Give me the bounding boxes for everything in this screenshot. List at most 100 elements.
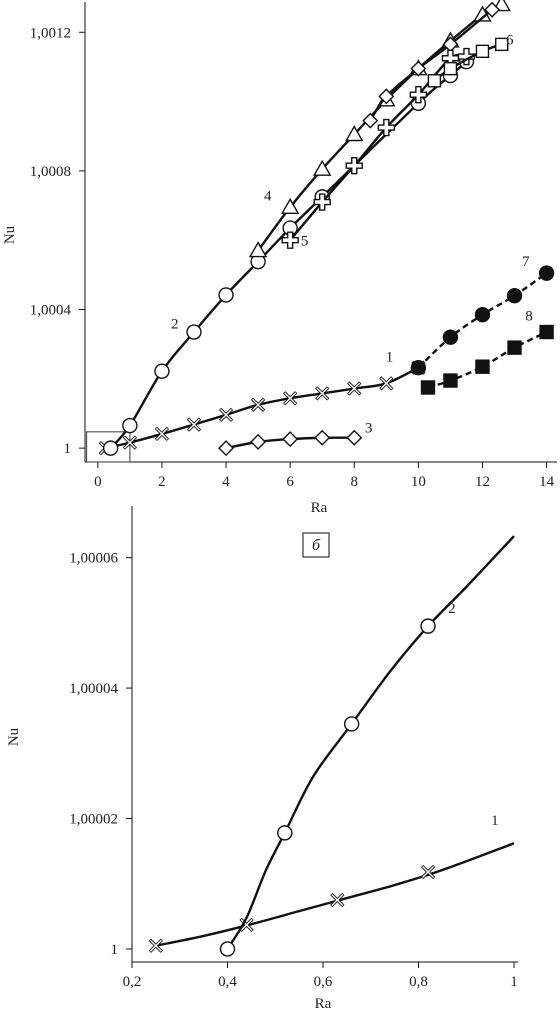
x-tick-label: 8 (351, 474, 359, 490)
curve-label: 3 (365, 421, 373, 437)
series-3-point (250, 433, 267, 450)
series-unlabeled-point-shape (410, 60, 427, 77)
series-3-point-shape (282, 431, 299, 448)
x-tick-label: 6 (286, 474, 294, 490)
x-tick-label: 1 (510, 974, 518, 990)
curve-label: 8 (525, 309, 533, 325)
series-3-group (218, 429, 363, 457)
series-3-point-shape (346, 429, 363, 446)
series-unlabeled-point (378, 88, 395, 105)
series-2-point-shape (420, 618, 436, 634)
y-tick-label: 1,00006 (69, 551, 118, 567)
series-7-point-shape (410, 360, 427, 376)
series-1-point-stroke-d (155, 427, 168, 440)
series-5-point-shape (313, 193, 331, 211)
series-8-point-shape (420, 380, 436, 395)
zoom-inset-box (86, 431, 131, 463)
series-1-point (218, 407, 234, 422)
series-1-point-stroke-d (284, 392, 297, 405)
series-8-point-shape (539, 324, 554, 340)
series-2-point-shape (122, 417, 138, 434)
series-6-point-shape (495, 37, 509, 52)
series-4-point-shape (280, 197, 300, 214)
series-2-point-shape (343, 716, 360, 732)
series-7-point (506, 287, 523, 304)
series-unlabeled-group (362, 1, 501, 129)
curve-label: 4 (264, 188, 272, 204)
series-5-point (313, 193, 331, 211)
series-unlabeled-point (484, 1, 501, 18)
series-6-group (427, 37, 509, 88)
y-tick-label: 1 (111, 942, 119, 958)
series-2-point (122, 417, 138, 434)
series-1-point-stroke-d (220, 408, 233, 421)
series-7-point (442, 329, 459, 345)
series-1-point (315, 386, 330, 401)
curve-label: 2 (448, 601, 456, 617)
series-6-point (427, 74, 442, 88)
series-8-point (539, 324, 554, 340)
series-3-point (282, 431, 299, 448)
x-tick-label: 12 (475, 474, 490, 490)
x-axis-title: Ra (311, 500, 328, 516)
series-5-point (345, 156, 363, 175)
series-1-point-stroke-d (316, 387, 329, 400)
series-2-point (420, 618, 436, 634)
x-tick-label: 10 (411, 474, 426, 490)
y-tick-label: 1,00004 (69, 681, 118, 697)
series-5-point (457, 47, 476, 66)
series-7-point (474, 307, 491, 323)
series-unlabeled-point-shape (484, 1, 501, 18)
series-2-point-shape (218, 287, 234, 303)
series-6-point (475, 44, 490, 59)
y-axis-title: Nu (2, 225, 18, 244)
y-tick-label: 1,00002 (69, 812, 118, 828)
curve-label: 1 (386, 349, 394, 365)
series-7-point-shape (506, 287, 523, 304)
x-tick-label: 4 (222, 474, 230, 490)
series-1-point (148, 938, 164, 953)
series-2-point-shape (102, 440, 119, 456)
series-8-line (427, 330, 548, 389)
series-2-point (219, 941, 236, 957)
series-2-point (218, 287, 234, 303)
series-2-point-shape (277, 825, 293, 841)
series-8-point (420, 380, 436, 395)
series-1-point (420, 864, 436, 880)
curve-label: 1 (491, 813, 499, 829)
series-8-point-shape (507, 340, 522, 355)
series-1-point-stroke-d (380, 377, 393, 390)
series-4-point-shape (312, 159, 332, 176)
series-1-point-stroke-d (149, 939, 162, 952)
series-1-point (154, 426, 170, 442)
series-7-point (410, 360, 427, 376)
y-tick-label: 1,0008 (30, 164, 71, 180)
panel-letter-frame (302, 532, 330, 558)
series-7-point-shape (442, 329, 459, 345)
series-1-point (330, 892, 345, 908)
series-8-point (507, 340, 522, 355)
series-2-point (186, 324, 202, 340)
series-1-point (347, 381, 362, 396)
series-4-point-shape (345, 125, 364, 142)
series-1-point (283, 391, 298, 406)
series-4-point (312, 159, 332, 176)
series-7-point-shape (474, 307, 491, 323)
series-8-point (443, 373, 458, 388)
series-5-point-shape (345, 156, 363, 175)
series-5-group (281, 47, 476, 249)
series-2-line (109, 60, 468, 449)
series-1-point-stroke-d (123, 436, 136, 449)
series-unlabeled-point-shape (362, 112, 379, 129)
series-5-point (281, 231, 299, 249)
series-1-point (379, 376, 394, 391)
series-6-point-shape (475, 44, 490, 59)
series-1-point (239, 917, 254, 932)
series-2-point (277, 825, 293, 841)
curve-label: 5 (301, 233, 309, 249)
panel-letter: б (312, 537, 321, 554)
series-1-point (250, 397, 266, 412)
series-5-point-shape (281, 231, 299, 249)
series-7-point-shape (538, 265, 555, 281)
